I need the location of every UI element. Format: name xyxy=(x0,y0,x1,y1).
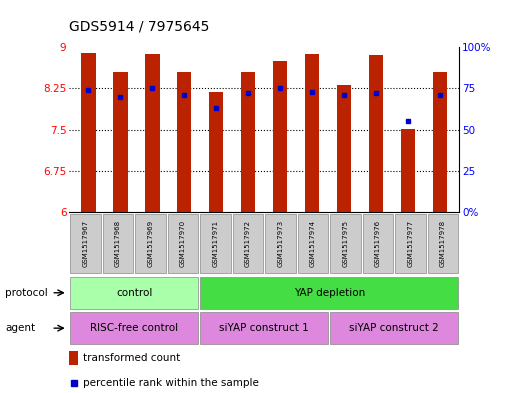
Text: GDS5914 / 7975645: GDS5914 / 7975645 xyxy=(69,20,210,34)
Bar xyxy=(428,214,458,273)
Bar xyxy=(265,214,295,273)
Bar xyxy=(401,129,415,212)
Bar xyxy=(200,312,328,344)
Bar xyxy=(177,72,191,212)
Bar xyxy=(433,72,447,212)
Text: GSM1517977: GSM1517977 xyxy=(407,220,413,267)
Bar xyxy=(135,214,166,273)
Text: siYAP construct 1: siYAP construct 1 xyxy=(220,323,309,333)
Bar xyxy=(369,55,383,212)
Bar xyxy=(70,277,198,309)
Text: GSM1517969: GSM1517969 xyxy=(147,220,153,267)
Text: GSM1517974: GSM1517974 xyxy=(310,220,316,267)
Text: GSM1517970: GSM1517970 xyxy=(180,220,186,267)
Text: transformed count: transformed count xyxy=(83,353,180,363)
Bar xyxy=(69,351,78,365)
Text: protocol: protocol xyxy=(5,288,48,298)
Text: agent: agent xyxy=(5,323,35,333)
Bar xyxy=(330,214,361,273)
Bar xyxy=(337,84,351,212)
Text: GSM1517972: GSM1517972 xyxy=(245,220,251,267)
Text: GSM1517976: GSM1517976 xyxy=(375,220,381,267)
Text: siYAP construct 2: siYAP construct 2 xyxy=(349,323,439,333)
Bar xyxy=(200,214,231,273)
Text: GSM1517968: GSM1517968 xyxy=(115,220,121,267)
Bar xyxy=(81,53,95,212)
Text: GSM1517973: GSM1517973 xyxy=(278,220,284,267)
Text: GSM1517967: GSM1517967 xyxy=(83,220,89,267)
Bar xyxy=(363,214,393,273)
Bar xyxy=(113,72,128,212)
Bar xyxy=(145,54,160,212)
Bar xyxy=(70,312,198,344)
Text: control: control xyxy=(116,288,152,298)
Bar xyxy=(168,214,198,273)
Text: GSM1517975: GSM1517975 xyxy=(342,220,348,267)
Text: GSM1517978: GSM1517978 xyxy=(440,220,446,267)
Bar xyxy=(305,54,319,212)
Text: RISC-free control: RISC-free control xyxy=(90,323,179,333)
Text: YAP depletion: YAP depletion xyxy=(293,288,365,298)
Text: percentile rank within the sample: percentile rank within the sample xyxy=(83,378,259,387)
Bar xyxy=(233,214,263,273)
Bar xyxy=(298,214,328,273)
Bar xyxy=(70,214,101,273)
Bar xyxy=(241,72,255,212)
Bar xyxy=(209,92,224,212)
Bar xyxy=(103,214,133,273)
Bar xyxy=(330,312,458,344)
Bar xyxy=(200,277,458,309)
Bar xyxy=(273,61,287,212)
Text: GSM1517971: GSM1517971 xyxy=(212,220,219,267)
Bar xyxy=(395,214,426,273)
